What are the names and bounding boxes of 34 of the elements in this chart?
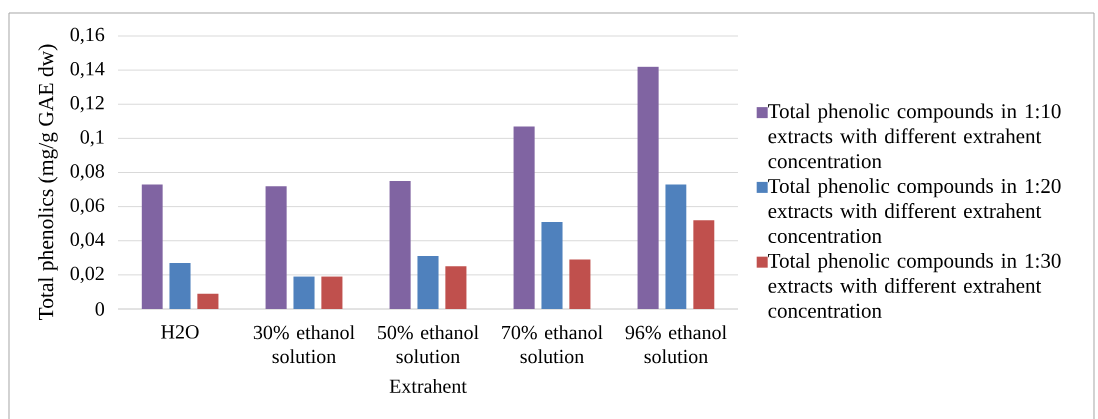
x-tick-label: 96% ethanol solution [625,325,727,364]
bar [665,184,687,309]
x-tick-label: H2O [161,325,199,339]
bar [541,221,563,309]
bar [637,66,659,309]
bar [417,256,439,309]
legend-label: Total phenolic compounds in 1:10 extracts with different extrahent concentration [768,103,1061,169]
x-tick-label: 50% ethanol solution [378,325,479,364]
y-tick-label: 0,1 [80,130,104,147]
x-tick-label: 30% ethanol solution [253,325,355,364]
bar [265,186,287,309]
bar [445,266,467,309]
y-tick-label: 0,04 [70,232,105,249]
y-tick-label: 0,16 [70,27,105,45]
x-tick-label: 70% ethanol solution [502,325,603,364]
y-tick-label: 0,12 [70,96,104,113]
y-tick-label: 0,06 [70,198,105,215]
bar [169,262,191,309]
y-tick-label: 0,14 [70,61,105,79]
y-tick-label: 0,02 [70,266,104,284]
y-axis-title: Total phenolics (mg/g GAE dw) [38,44,58,321]
legend-label: Total phenolic compounds in 1:30 extracts with different extrahent concentration [768,253,1061,318]
legend-label: Total phenolic compounds in 1:20 extracts with different extrahent concentration [768,178,1061,244]
bar [389,181,411,309]
bar [321,276,343,309]
y-tick-label: 0 [95,302,105,316]
bar [293,276,315,309]
y-tick-label: 0,08 [70,164,105,181]
bar [197,293,219,309]
x-axis-title: Extrahent [389,378,467,393]
bar [513,126,535,309]
bar [141,184,163,309]
bar [693,220,715,309]
bar [569,259,591,309]
